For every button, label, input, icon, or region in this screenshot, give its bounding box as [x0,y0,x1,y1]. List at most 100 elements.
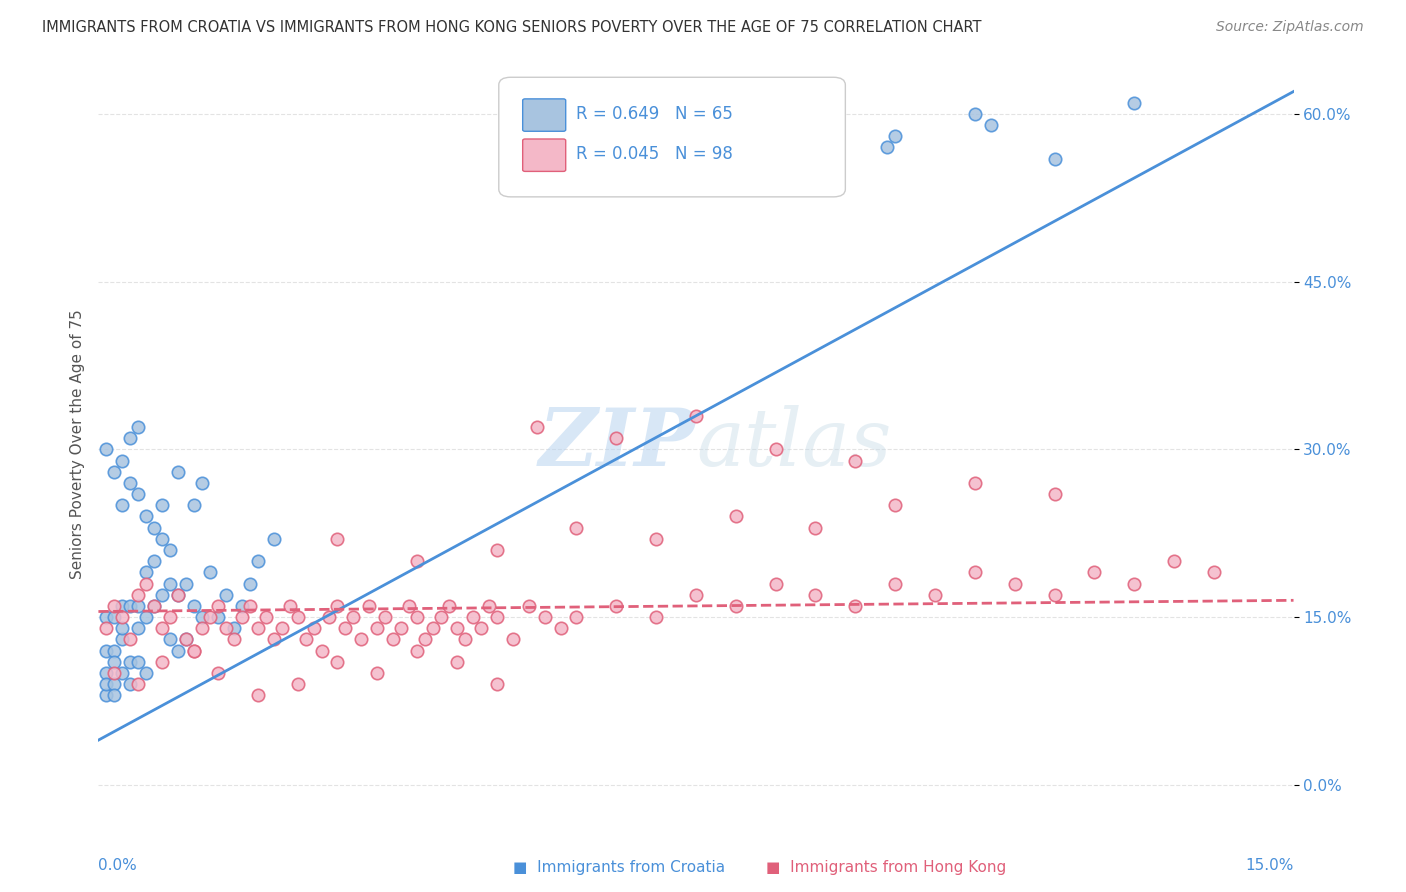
Point [963,566,986,580]
Point [231,599,253,613]
Point [120,431,142,445]
Point [502,632,524,647]
Point [174,576,197,591]
Point [143,521,166,535]
Point [96,442,118,457]
Point [963,107,986,121]
Point [103,655,125,669]
Point [342,610,364,624]
Point [135,665,157,680]
Text: atlas: atlas [696,405,891,483]
Point [111,621,134,635]
Text: R = 0.649   N = 65: R = 0.649 N = 65 [576,105,734,123]
Point [1123,95,1146,110]
Point [1043,588,1066,602]
Point [446,655,468,669]
Point [565,521,588,535]
Point [191,610,214,624]
Point [207,610,229,624]
Point [765,576,787,591]
Text: R = 0.045   N = 98: R = 0.045 N = 98 [576,145,734,163]
Point [174,632,197,647]
Point [685,409,707,423]
Point [422,621,444,635]
Point [183,498,205,512]
Point [120,475,142,490]
Point [111,498,134,512]
Point [159,632,181,647]
Point [685,588,707,602]
Point [446,621,468,635]
Point [222,632,245,647]
Point [198,610,221,624]
Point [96,677,118,691]
Point [103,689,125,703]
Point [191,621,214,635]
Point [167,643,190,657]
Point [772,162,794,177]
Point [96,610,118,624]
Point [263,632,285,647]
Point [406,554,429,568]
Point [111,665,134,680]
Point [239,576,262,591]
Point [645,532,668,546]
Point [359,599,381,613]
Text: ■  Immigrants from Croatia: ■ Immigrants from Croatia [513,861,725,875]
Point [167,588,190,602]
Point [406,610,429,624]
Point [461,610,484,624]
Point [120,599,142,613]
Point [103,677,125,691]
Point [150,588,173,602]
Point [135,566,157,580]
Point [485,610,508,624]
Point [111,599,134,613]
Point [485,543,508,558]
Point [159,576,181,591]
Point [135,509,157,524]
Point [159,543,181,558]
Point [143,554,166,568]
Point [270,621,292,635]
Point [103,465,125,479]
Point [724,599,747,613]
Point [183,643,205,657]
Point [127,420,149,434]
Point [645,610,668,624]
Point [111,610,134,624]
Point [96,621,118,635]
Point [1043,152,1066,166]
Point [143,599,166,613]
Point [127,588,149,602]
Point [406,643,429,657]
Point [120,655,142,669]
Point [318,610,340,624]
Point [884,129,907,144]
Point [287,677,309,691]
Point [287,610,309,624]
Point [517,599,540,613]
Point [884,576,907,591]
Point [302,621,325,635]
Point [167,465,190,479]
Point [350,632,373,647]
Point [263,532,285,546]
Point [311,643,333,657]
Point [470,621,492,635]
Point [150,655,173,669]
Point [103,610,125,624]
Point [96,643,118,657]
Point [198,566,221,580]
Point [963,475,986,490]
FancyBboxPatch shape [499,78,845,197]
Point [167,588,190,602]
Point [398,599,420,613]
Point [246,621,269,635]
Point [231,610,253,624]
Point [1043,487,1066,501]
Point [526,420,548,434]
Point [326,532,349,546]
Point [844,599,866,613]
Point [127,621,149,635]
